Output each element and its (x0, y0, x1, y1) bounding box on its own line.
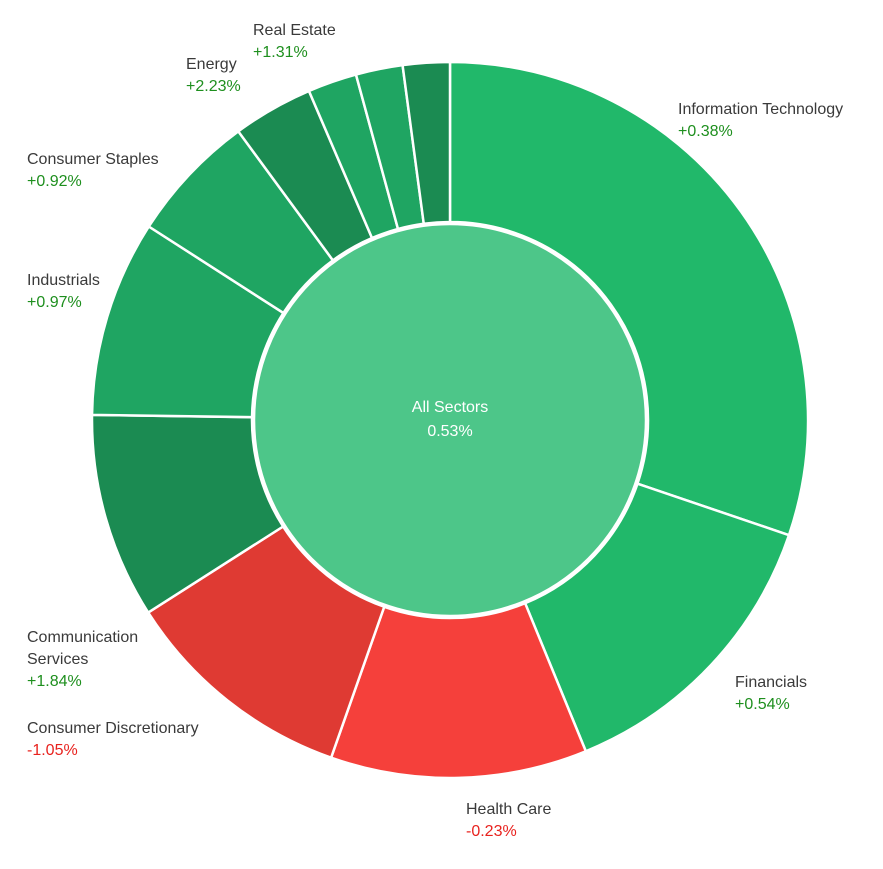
sector-change: +0.38% (678, 123, 733, 140)
label-health-care: Health Care -0.23% (466, 799, 551, 843)
label-financials: Financials +0.54% (735, 672, 807, 716)
sector-change: +2.23% (186, 78, 241, 95)
label-consumer-discretionary: Consumer Discretionary -1.05% (27, 718, 199, 762)
segment-financials[interactable] (523, 482, 791, 753)
sector-name: Communication Services (27, 629, 139, 668)
center-title: All Sectors (411, 399, 489, 416)
sector-name: Energy (186, 56, 237, 73)
sector-name: Industrials (27, 272, 100, 289)
sector-change: +1.84% (27, 673, 82, 690)
center-change: 0.53% (427, 423, 473, 440)
sector-name: Consumer Discretionary (27, 720, 199, 737)
sector-name: Health Care (466, 801, 552, 818)
label-information-technology: Information Technology +0.38% (678, 99, 843, 143)
segment-real-estate[interactable] (401, 60, 452, 226)
sector-name: Consumer Staples (27, 151, 159, 168)
segment-information-technology[interactable] (448, 60, 810, 537)
sector-name: Financials (735, 674, 808, 691)
label-energy: Energy +2.23% (186, 54, 241, 98)
center-all-sectors[interactable] (252, 222, 648, 618)
label-real-estate: Real Estate +1.31% (253, 20, 336, 64)
sector-change: +0.54% (735, 696, 790, 713)
sector-name: Real Estate (253, 22, 336, 39)
sector-change: -0.23% (466, 823, 517, 840)
sector-change: +1.31% (253, 44, 308, 61)
label-industrials: Industrials +0.97% (27, 270, 100, 314)
label-consumer-staples: Consumer Staples +0.92% (27, 149, 159, 193)
center-label: All Sectors 0.53% (350, 396, 550, 444)
label-communication-services: Communication Services +1.84% (27, 627, 167, 693)
sector-change: +0.97% (27, 294, 82, 311)
sector-change: +0.92% (27, 173, 82, 190)
sector-name: Information Technology (678, 101, 844, 118)
sector-change: -1.05% (27, 742, 78, 759)
